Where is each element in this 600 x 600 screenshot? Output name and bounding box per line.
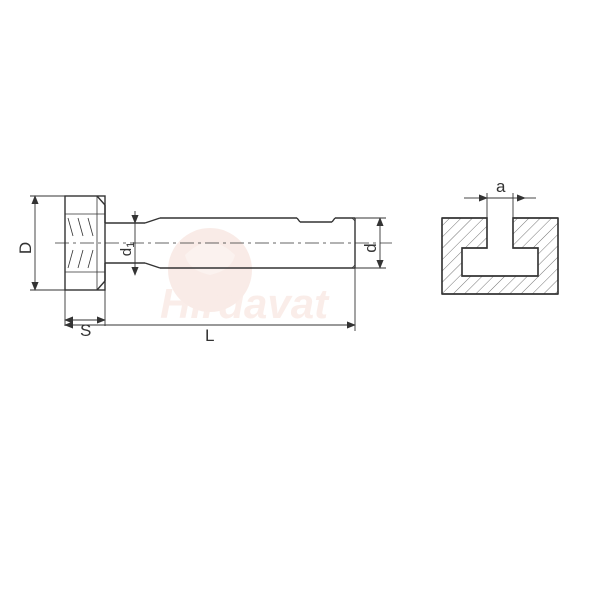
watermark-text: Hırdavat <box>160 280 330 327</box>
dim-d1: d1 <box>118 211 137 275</box>
dim-a: a <box>464 177 536 218</box>
svg-text:S: S <box>80 321 91 340</box>
t-slot-section: a <box>442 177 558 294</box>
svg-text:L: L <box>205 326 214 345</box>
svg-text:D: D <box>16 242 35 254</box>
svg-text:a: a <box>496 177 506 196</box>
svg-text:d1: d1 <box>118 242 137 256</box>
technical-drawing: Hırdavat <box>0 0 600 600</box>
svg-text:d: d <box>361 243 380 252</box>
